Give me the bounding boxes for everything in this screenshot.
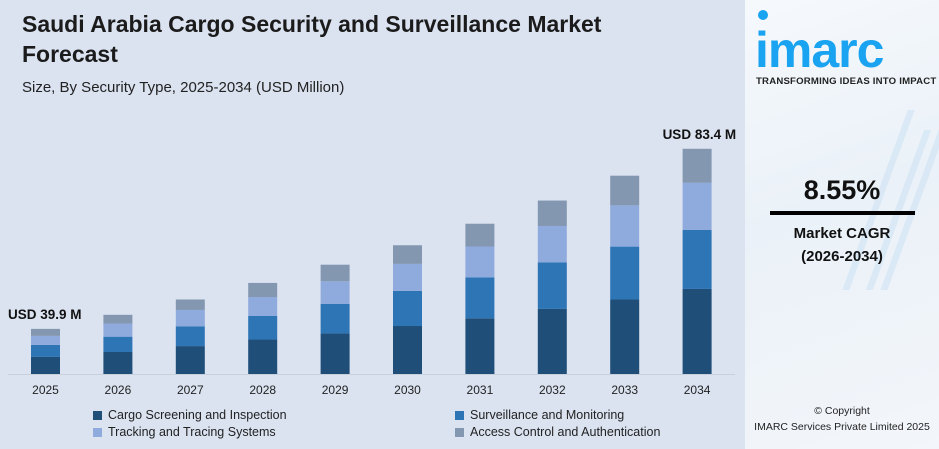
legend-label: Surveillance and Monitoring bbox=[470, 408, 625, 422]
bar-segment-2032-2 bbox=[537, 225, 567, 263]
cagr-label: Market CAGR bbox=[793, 225, 891, 242]
x-tick-label: 2029 bbox=[322, 383, 349, 397]
legend-item-1: Surveillance and Monitoring bbox=[455, 408, 624, 423]
bar-segment-2032-3 bbox=[537, 200, 567, 226]
bar-segment-2029-3 bbox=[320, 264, 350, 282]
bar-segment-2033-3 bbox=[610, 175, 640, 206]
bar-segment-2026-1 bbox=[103, 336, 133, 352]
company-name: IMARC Services Private Limited 2025 bbox=[754, 421, 930, 433]
bar-segment-2032-1 bbox=[537, 262, 567, 309]
copyright: © Copyright bbox=[814, 405, 870, 417]
bar-segment-2027-0 bbox=[175, 346, 205, 374]
cagr-period: (2026-2034) bbox=[801, 248, 883, 265]
data-label: USD 83.4 M bbox=[663, 127, 737, 142]
bar-segment-2025-0 bbox=[31, 356, 60, 374]
bar-segment-2030-2 bbox=[393, 263, 422, 291]
bar-segment-2025-3 bbox=[31, 328, 60, 336]
bar-segment-2025-2 bbox=[31, 335, 60, 345]
x-tick-label: 2032 bbox=[539, 383, 566, 397]
legend-swatch bbox=[93, 411, 102, 420]
legend-swatch bbox=[455, 411, 464, 420]
imarc-logo: imarc bbox=[755, 22, 884, 78]
bar-segment-2027-2 bbox=[175, 309, 205, 327]
x-tick-label: 2028 bbox=[249, 383, 276, 397]
bar-segment-2025-1 bbox=[31, 344, 60, 357]
bar-segment-2028-1 bbox=[248, 315, 278, 340]
bar-segment-2026-2 bbox=[103, 323, 133, 337]
bar-segment-2029-2 bbox=[320, 281, 350, 304]
side-panel: imarc TRANSFORMING IDEAS INTO IMPACT 8.5… bbox=[745, 0, 939, 449]
x-tick-label: 2031 bbox=[467, 383, 494, 397]
legend-label: Tracking and Tracing Systems bbox=[108, 425, 276, 439]
bar-segment-2033-0 bbox=[610, 299, 640, 374]
legend-label: Access Control and Authentication bbox=[470, 425, 661, 439]
bar-segment-2034-3 bbox=[682, 148, 712, 183]
bar-segment-2033-2 bbox=[610, 205, 640, 247]
x-tick-label: 2025 bbox=[32, 383, 59, 397]
x-tick-label: 2034 bbox=[684, 383, 711, 397]
stacked-bar-chart: 2025 USD 39.9 M 2026 2027 2028 2029 2030 2031 20… bbox=[8, 127, 737, 397]
bar-segment-2034-0 bbox=[682, 288, 712, 374]
bar-segment-2030-3 bbox=[393, 245, 422, 264]
bar-segment-2033-1 bbox=[610, 246, 640, 300]
bar-segment-2034-2 bbox=[682, 182, 712, 230]
divider bbox=[770, 211, 915, 215]
x-tick-label: 2033 bbox=[611, 383, 638, 397]
bar-segment-2034-1 bbox=[682, 229, 712, 289]
bar-segment-2029-0 bbox=[320, 333, 350, 374]
bar-segment-2031-2 bbox=[465, 246, 495, 278]
bar-segment-2028-2 bbox=[248, 297, 278, 316]
bar-segment-2031-0 bbox=[465, 318, 495, 374]
bar-segment-2027-1 bbox=[175, 326, 205, 347]
legend-item-2: Tracking and Tracing Systems bbox=[93, 425, 276, 440]
bar-segment-2030-1 bbox=[393, 290, 422, 327]
bar-segment-2028-3 bbox=[248, 282, 278, 298]
x-tick-label: 2030 bbox=[394, 383, 421, 397]
bar-segment-2031-3 bbox=[465, 223, 495, 247]
cagr-value: 8.55% bbox=[803, 175, 881, 205]
bar-segment-2026-0 bbox=[103, 351, 133, 374]
legend-item-3: Access Control and Authentication bbox=[455, 425, 660, 440]
legend-swatch bbox=[93, 428, 102, 437]
bar-segment-2031-1 bbox=[465, 277, 495, 319]
bar-segment-2028-0 bbox=[248, 339, 278, 374]
bar-segment-2029-1 bbox=[320, 303, 350, 334]
legend-item-0: Cargo Screening and Inspection bbox=[93, 408, 287, 423]
logo-dot bbox=[758, 10, 768, 20]
bar-segment-2030-0 bbox=[393, 326, 422, 374]
logo-tagline: TRANSFORMING IDEAS INTO IMPACT bbox=[756, 76, 937, 87]
legend-label: Cargo Screening and Inspection bbox=[108, 408, 287, 422]
legend-swatch bbox=[455, 428, 464, 437]
x-tick-label: 2026 bbox=[105, 383, 132, 397]
bar-segment-2032-0 bbox=[537, 308, 567, 374]
bar-segment-2027-3 bbox=[175, 299, 205, 310]
chart-title: Saudi Arabia Cargo Security and Surveill… bbox=[22, 11, 602, 67]
bar-segment-2026-3 bbox=[103, 314, 133, 324]
data-label: USD 39.9 M bbox=[8, 307, 82, 322]
chart-subtitle: Size, By Security Type, 2025-2034 (USD M… bbox=[22, 79, 345, 96]
x-tick-label: 2027 bbox=[177, 383, 204, 397]
